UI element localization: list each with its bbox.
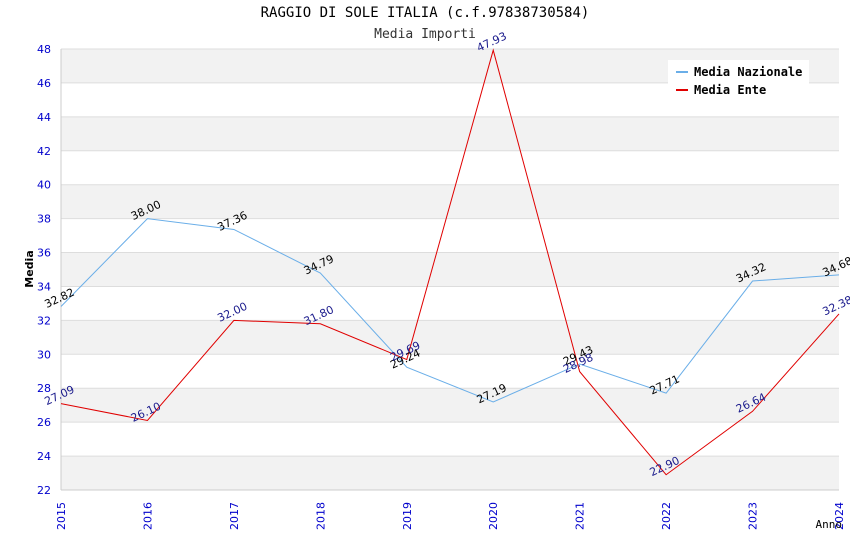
x-tick-label: 2015 xyxy=(55,502,68,530)
x-tick-label: 2023 xyxy=(747,502,760,530)
plot-band xyxy=(61,320,839,355)
y-tick-label: 48 xyxy=(37,43,51,56)
y-axis-label: Media xyxy=(23,250,36,287)
y-tick-label: 42 xyxy=(37,145,51,158)
y-tick-label: 32 xyxy=(37,314,51,327)
plot-band xyxy=(61,388,839,423)
y-tick-label: 30 xyxy=(37,348,51,361)
legend-swatch-media-nazionale xyxy=(676,71,688,73)
y-tick-label: 22 xyxy=(37,484,51,497)
chart-title: RAGGIO DI SOLE ITALIA (c.f.97838730584) xyxy=(260,5,590,21)
chart-subtitle: Media Importi xyxy=(374,27,476,42)
y-tick-label: 36 xyxy=(37,247,51,260)
series-line-media-ente xyxy=(60,48,840,476)
y-tick-label: 46 xyxy=(37,77,51,90)
legend: Media Nazionale Media Ente xyxy=(668,60,809,101)
x-tick-label: 2021 xyxy=(574,502,587,530)
x-tick-labels: 2015 2016 2017 2018 2019 2020 2021 2022 2023 2024 xyxy=(55,502,846,530)
plot-band xyxy=(61,116,839,151)
x-tick-label: 2022 xyxy=(660,502,673,530)
plot-band xyxy=(61,184,839,219)
y-tick-label: 34 xyxy=(37,280,51,293)
plot-band xyxy=(61,456,839,490)
x-axis-label: Anno xyxy=(816,518,843,531)
y-tick-labels: 22 24 26 28 30 32 34 36 38 40 42 44 46 48 xyxy=(37,43,51,497)
data-label: 32.38 xyxy=(820,293,850,318)
plot-band xyxy=(61,252,839,287)
series-lines xyxy=(60,48,840,476)
legend-label-media-ente: Media Ente xyxy=(694,83,767,97)
x-tick-label: 2017 xyxy=(228,502,241,530)
legend-swatch-media-ente xyxy=(676,89,688,91)
plot-bands xyxy=(61,49,839,490)
series-line-media-nazionale xyxy=(60,218,840,403)
y-tick-label: 40 xyxy=(37,179,51,192)
y-tick-label: 38 xyxy=(37,213,51,226)
x-tick-label: 2020 xyxy=(487,502,500,530)
x-tick-label: 2016 xyxy=(141,502,154,530)
x-tick-label: 2019 xyxy=(401,502,414,530)
x-tick-label: 2024 xyxy=(833,502,846,530)
y-tick-label: 24 xyxy=(37,450,51,463)
legend-item-media-nazionale: Media Nazionale xyxy=(676,64,802,80)
x-tick-label: 2018 xyxy=(314,502,327,530)
legend-label-media-nazionale: Media Nazionale xyxy=(694,65,803,79)
y-tick-label: 28 xyxy=(37,382,51,395)
legend-item-media-ente: Media Ente xyxy=(676,82,766,98)
axes xyxy=(60,49,839,491)
y-tick-label: 44 xyxy=(37,111,51,124)
y-tick-label: 26 xyxy=(37,416,51,429)
